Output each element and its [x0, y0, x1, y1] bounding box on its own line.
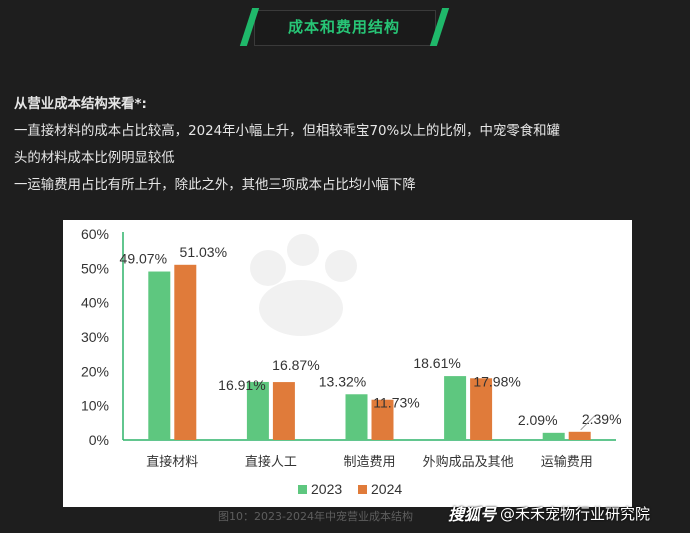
- x-category-label: 制造费用: [343, 454, 395, 469]
- analysis-line: 一直接材料的成本占比较高，2024年小幅上升，但相较乖宝70%以上的比例，中宠零…: [14, 124, 560, 139]
- bar-2023: [148, 271, 171, 440]
- paw-watermark-pad: [259, 280, 343, 336]
- analysis-text: 从营业成本结构来看*: 一直接材料的成本占比较高，2024年小幅上升，但相较乖宝…: [14, 91, 684, 199]
- banner-title: 成本和费用结构: [287, 18, 400, 36]
- watermark: 搜狐号 @禾禾宠物行业研究院: [448, 498, 684, 528]
- x-category-label: 直接人工: [245, 454, 297, 469]
- analysis-line: 头的材料成本比例明显较低: [14, 151, 175, 166]
- bar-2024: [470, 378, 493, 440]
- y-tick-label: 60%: [81, 226, 109, 242]
- banner-box: [254, 10, 436, 46]
- data-label: 49.07%: [120, 251, 167, 267]
- watermark-logo: 搜狐号: [448, 505, 497, 524]
- bar-2023: [542, 432, 565, 440]
- paw-watermark-toe: [250, 250, 286, 286]
- data-label: 51.03%: [180, 244, 227, 260]
- x-category-label: 运输费用: [541, 454, 593, 469]
- bar-2024: [371, 399, 394, 440]
- legend-label: 2024: [371, 481, 402, 497]
- data-label: 11.73%: [373, 395, 419, 411]
- chart-panel: 0% 10% 20% 30% 40% 50% 60% 49.07% 51.03% 直接材料 16.9…: [63, 220, 632, 507]
- data-label: 17.98%: [473, 373, 520, 389]
- y-tick-label: 50%: [81, 260, 109, 276]
- data-label: 16.87%: [272, 357, 319, 373]
- data-label: 2.39%: [582, 411, 622, 427]
- analysis-heading: 从营业成本结构来看*:: [14, 97, 147, 112]
- data-label: 13.32%: [319, 373, 366, 389]
- legend-swatch-2024: [358, 485, 367, 494]
- y-tick-label: 10%: [81, 398, 109, 414]
- y-tick-label: 20%: [81, 363, 109, 379]
- data-label: 2.09%: [518, 412, 558, 428]
- figure-caption: 图10：2023-2024年中宠营业成本结构: [218, 510, 413, 523]
- analysis-line: 一运输费用占比有所上升，除此之外，其他三项成本占比均小幅下降: [14, 178, 416, 193]
- label-leader-line: [580, 415, 596, 431]
- bar-2024: [568, 431, 591, 440]
- paw-watermark-toe: [325, 250, 357, 282]
- bar-2024: [174, 264, 197, 440]
- watermark-handle: @禾禾宠物行业研究院: [500, 504, 651, 523]
- bar-2023: [246, 381, 269, 440]
- data-label: 16.91%: [218, 377, 265, 393]
- data-label: 18.61%: [413, 355, 460, 371]
- section-banner: 成本和费用结构: [236, 6, 454, 46]
- bar-2024: [272, 382, 295, 440]
- bar-2023: [444, 376, 467, 440]
- y-tick-label: 40%: [81, 295, 109, 311]
- legend-swatch-2023: [298, 485, 307, 494]
- bar-2023: [345, 394, 368, 440]
- paw-watermark-toe: [287, 234, 319, 266]
- y-tick-label: 30%: [81, 329, 109, 345]
- x-category-label: 直接材料: [146, 454, 198, 469]
- x-category-label: 外购成品及其他: [423, 454, 514, 469]
- bar-chart: 0% 10% 20% 30% 40% 50% 60% 49.07% 51.03% 直接材料 16.9…: [81, 226, 622, 497]
- legend-label: 2023: [311, 481, 342, 497]
- y-tick-label: 0%: [89, 432, 109, 448]
